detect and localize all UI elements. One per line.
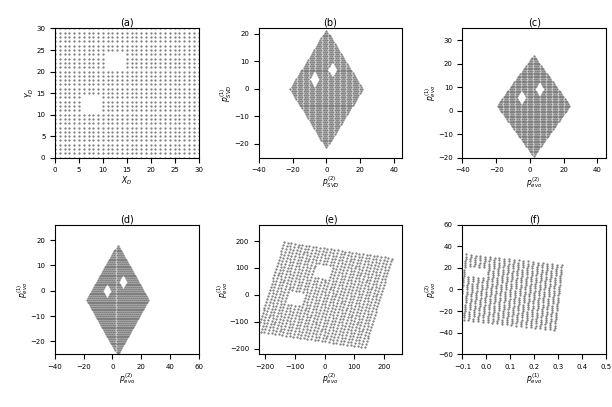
Y-axis label: $Y_D$: $Y_D$	[24, 88, 36, 98]
Title: (c): (c)	[528, 18, 540, 28]
Y-axis label: $p^{(1)}_{evo}$: $p^{(1)}_{evo}$	[423, 85, 438, 101]
Y-axis label: $p^{(2)}_{evo}$: $p^{(2)}_{evo}$	[423, 281, 438, 298]
Y-axis label: $p^{(1)}_{SVD}$: $p^{(1)}_{SVD}$	[218, 84, 234, 102]
Title: (f): (f)	[529, 214, 540, 224]
X-axis label: $p^{(1)}_{evo}$: $p^{(1)}_{evo}$	[526, 371, 542, 386]
X-axis label: $p^{(2)}_{SVD}$: $p^{(2)}_{SVD}$	[321, 175, 340, 190]
Y-axis label: $p^{(1)}_{evo}$: $p^{(1)}_{evo}$	[15, 281, 31, 298]
Title: (b): (b)	[324, 18, 337, 28]
Title: (e): (e)	[324, 214, 337, 224]
X-axis label: $p^{(2)}_{evo}$: $p^{(2)}_{evo}$	[119, 371, 135, 386]
X-axis label: $p^{(2)}_{evo}$: $p^{(2)}_{evo}$	[323, 371, 338, 386]
Title: (a): (a)	[120, 18, 133, 28]
Title: (d): (d)	[120, 214, 133, 224]
X-axis label: $p^{(2)}_{evo}$: $p^{(2)}_{evo}$	[526, 175, 542, 190]
X-axis label: $X_D$: $X_D$	[121, 175, 133, 187]
Y-axis label: $p^{(1)}_{evo}$: $p^{(1)}_{evo}$	[215, 281, 230, 298]
